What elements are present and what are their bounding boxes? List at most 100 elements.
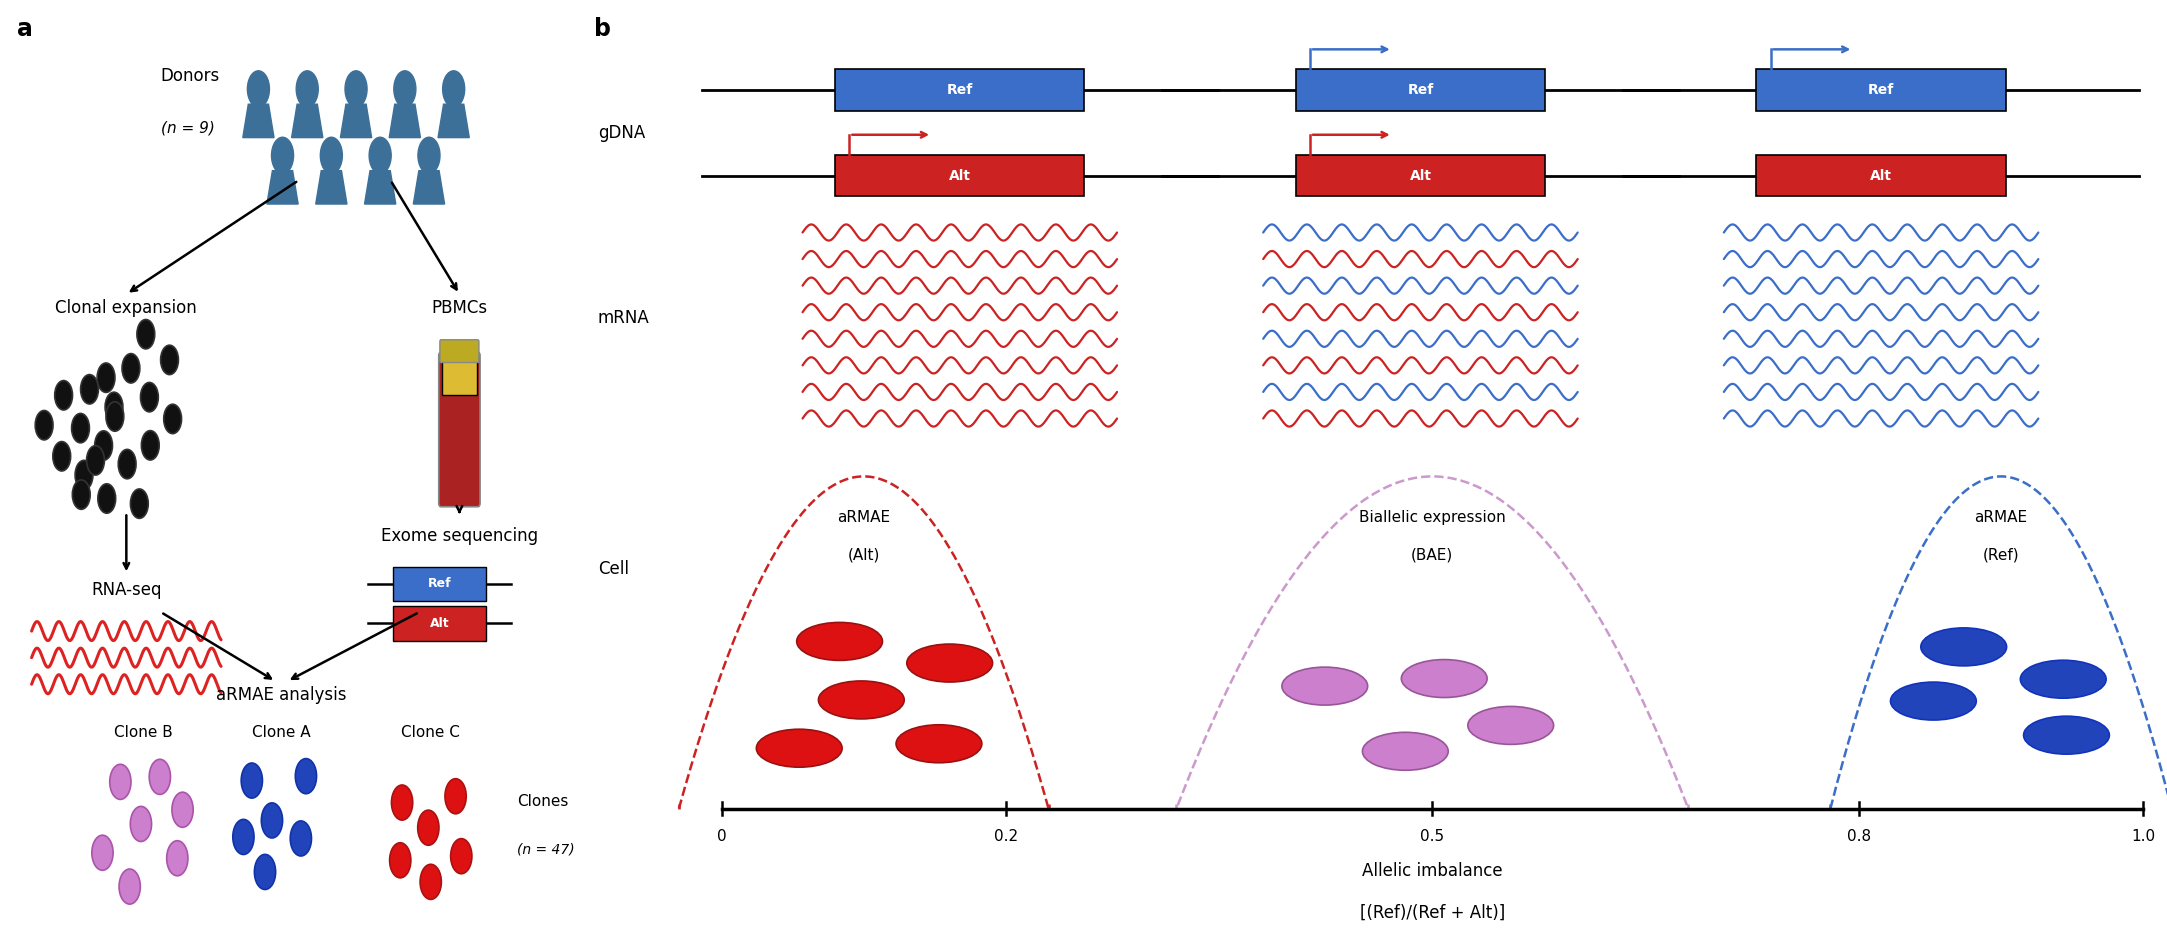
Text: Alt: Alt (429, 617, 449, 630)
Ellipse shape (262, 803, 282, 838)
FancyBboxPatch shape (440, 340, 479, 363)
Polygon shape (243, 104, 273, 138)
Text: aRMAE: aRMAE (836, 510, 891, 525)
Text: Ref: Ref (1406, 84, 1435, 97)
Ellipse shape (119, 450, 137, 479)
Ellipse shape (106, 401, 124, 431)
Text: Ref: Ref (1868, 84, 1894, 97)
Text: Clone C: Clone C (401, 725, 459, 740)
Ellipse shape (104, 392, 124, 421)
Text: Clone B: Clone B (115, 725, 173, 740)
Circle shape (442, 71, 464, 107)
Text: (BAE): (BAE) (1411, 548, 1454, 563)
Ellipse shape (130, 489, 147, 518)
Ellipse shape (897, 725, 982, 763)
Ellipse shape (165, 404, 182, 434)
FancyBboxPatch shape (442, 360, 477, 395)
Ellipse shape (420, 865, 442, 900)
Ellipse shape (167, 841, 189, 876)
Ellipse shape (1920, 628, 2007, 666)
Text: Donors: Donors (160, 67, 221, 84)
FancyBboxPatch shape (1757, 69, 2007, 111)
Ellipse shape (141, 431, 158, 460)
Circle shape (271, 138, 293, 174)
Text: Cell: Cell (598, 561, 628, 578)
Ellipse shape (171, 792, 193, 828)
Text: (Ref): (Ref) (1983, 548, 2020, 563)
Ellipse shape (451, 839, 472, 874)
Ellipse shape (95, 431, 113, 460)
Ellipse shape (1890, 682, 1976, 720)
Text: Clone A: Clone A (251, 725, 310, 740)
FancyBboxPatch shape (1296, 155, 1545, 196)
Text: 0.2: 0.2 (995, 829, 1018, 845)
Ellipse shape (121, 354, 141, 383)
FancyBboxPatch shape (392, 567, 485, 601)
Polygon shape (438, 104, 470, 138)
Ellipse shape (72, 480, 91, 510)
Polygon shape (390, 104, 420, 138)
Text: Alt: Alt (949, 169, 971, 182)
Polygon shape (293, 104, 323, 138)
Ellipse shape (1363, 733, 1448, 771)
Text: b: b (594, 17, 611, 41)
Circle shape (345, 71, 366, 107)
Ellipse shape (130, 807, 152, 842)
Circle shape (247, 71, 269, 107)
Polygon shape (316, 171, 347, 204)
Polygon shape (414, 171, 444, 204)
Ellipse shape (72, 414, 89, 443)
Text: Allelic imbalance: Allelic imbalance (1363, 863, 1502, 880)
Text: (n = 47): (n = 47) (518, 843, 574, 856)
Ellipse shape (1283, 667, 1367, 705)
Ellipse shape (54, 381, 72, 410)
Ellipse shape (254, 854, 275, 889)
FancyBboxPatch shape (392, 606, 485, 641)
Ellipse shape (418, 810, 440, 846)
Ellipse shape (91, 835, 113, 870)
Ellipse shape (232, 819, 254, 854)
Ellipse shape (444, 779, 466, 814)
Ellipse shape (150, 759, 171, 794)
Text: aRMAE analysis: aRMAE analysis (217, 686, 347, 703)
Ellipse shape (756, 729, 843, 767)
Ellipse shape (390, 843, 412, 878)
Circle shape (321, 138, 342, 174)
Text: 0.8: 0.8 (1846, 829, 1870, 845)
FancyBboxPatch shape (834, 155, 1084, 196)
Text: 0: 0 (717, 829, 726, 845)
Text: (Alt): (Alt) (847, 548, 880, 563)
Ellipse shape (87, 446, 104, 475)
Ellipse shape (76, 460, 93, 490)
Ellipse shape (35, 411, 52, 440)
FancyBboxPatch shape (834, 69, 1084, 111)
Ellipse shape (52, 441, 72, 471)
Ellipse shape (1402, 660, 1487, 698)
FancyBboxPatch shape (1757, 155, 2007, 196)
FancyBboxPatch shape (438, 352, 481, 507)
Ellipse shape (98, 484, 115, 513)
Text: Clones: Clones (518, 794, 568, 809)
Ellipse shape (1467, 706, 1554, 744)
Circle shape (297, 71, 319, 107)
Circle shape (368, 138, 392, 174)
Ellipse shape (98, 363, 115, 392)
Ellipse shape (797, 623, 882, 661)
Text: PBMCs: PBMCs (431, 300, 488, 317)
Text: Ref: Ref (427, 577, 451, 590)
Ellipse shape (119, 869, 141, 904)
Ellipse shape (80, 375, 98, 404)
Ellipse shape (2024, 716, 2108, 754)
Text: mRNA: mRNA (598, 309, 650, 326)
Ellipse shape (141, 382, 158, 412)
Polygon shape (267, 171, 299, 204)
FancyBboxPatch shape (1296, 69, 1545, 111)
Text: Alt: Alt (1870, 169, 1892, 182)
Text: [(Ref)/(Ref + Alt)]: [(Ref)/(Ref + Alt)] (1359, 904, 1506, 921)
Text: Biallelic expression: Biallelic expression (1359, 510, 1506, 525)
Polygon shape (340, 104, 373, 138)
Text: aRMAE: aRMAE (1974, 510, 2028, 525)
Ellipse shape (819, 681, 904, 719)
Text: Alt: Alt (1409, 169, 1432, 182)
Text: Clonal expansion: Clonal expansion (56, 300, 197, 317)
